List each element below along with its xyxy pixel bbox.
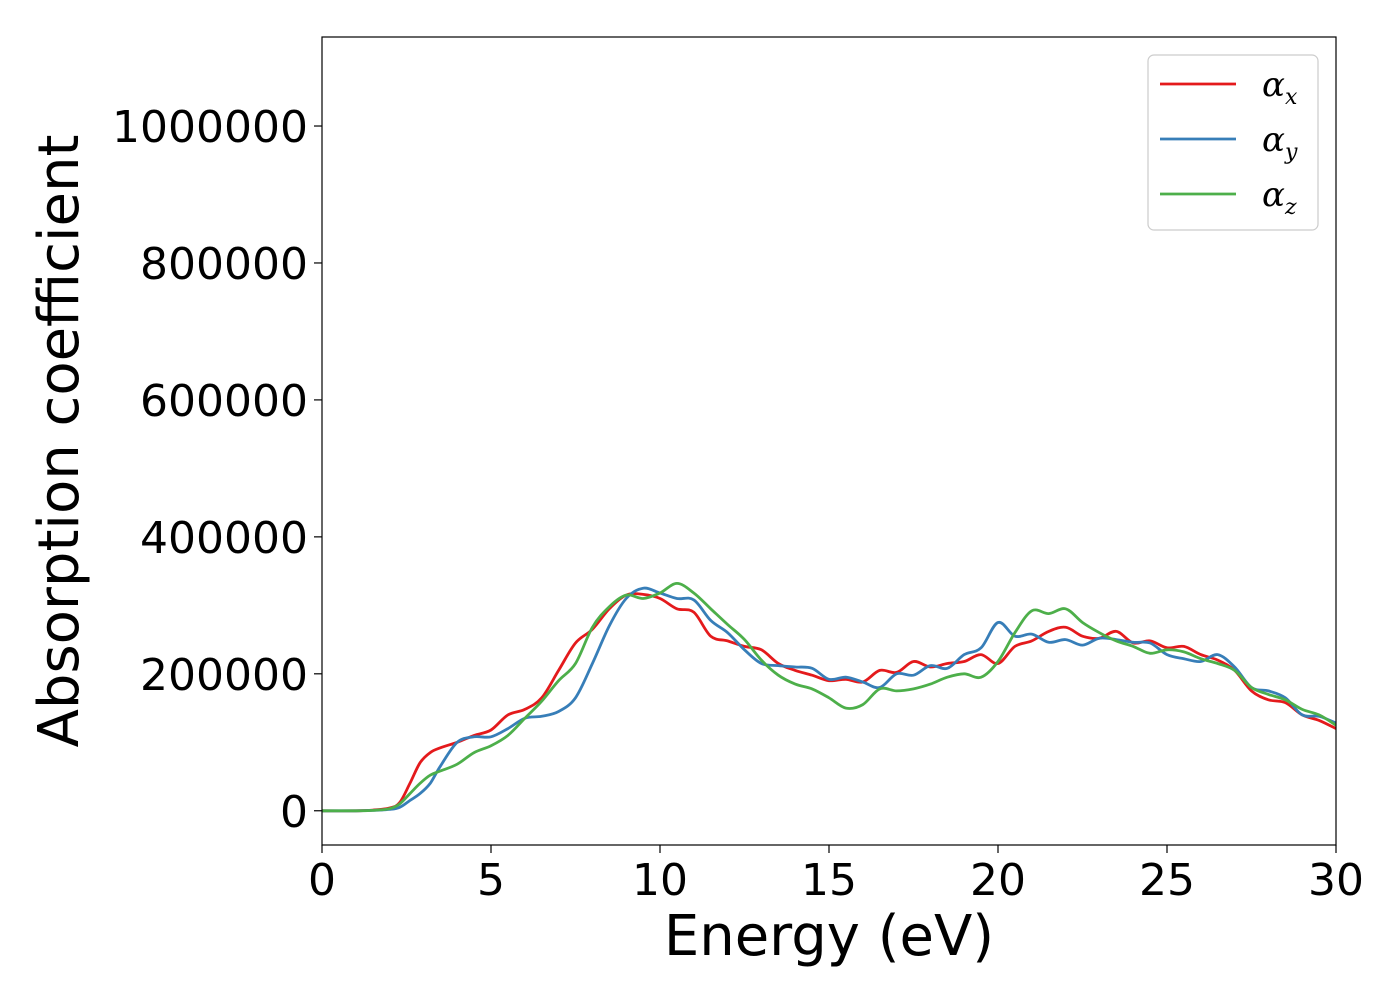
x-axis-ticks: 0 5 10 15 20 25 30 xyxy=(308,845,1364,906)
y-tick-label: 0 xyxy=(280,787,308,838)
legend-subscript: y xyxy=(1284,140,1298,165)
series-line-z xyxy=(322,582,1336,813)
x-tick-label: 10 xyxy=(632,855,688,906)
legend-subscript: z xyxy=(1284,195,1297,220)
y-tick-label: 200000 xyxy=(140,650,308,701)
series-line-y xyxy=(322,586,1336,813)
legend-label-z: αz xyxy=(1262,175,1297,220)
x-tick-label: 20 xyxy=(970,855,1026,906)
series-layer xyxy=(322,582,1336,813)
y-tick-label: 400000 xyxy=(140,513,308,564)
series-line-x xyxy=(322,592,1336,813)
x-tick-label: 5 xyxy=(477,855,505,906)
x-tick-label: 0 xyxy=(308,855,336,906)
y-axis-label: Absorption coefficient xyxy=(27,135,92,748)
x-axis-label: Energy (eV) xyxy=(664,904,994,969)
y-tick-label: 1000000 xyxy=(112,102,308,153)
y-tick-label: 800000 xyxy=(140,239,308,290)
y-axis-ticks: 0 200000 400000 600000 800000 1000000 xyxy=(112,102,322,838)
legend-subscript: x xyxy=(1285,85,1298,110)
x-tick-label: 30 xyxy=(1308,855,1364,906)
y-tick-label: 600000 xyxy=(140,376,308,427)
legend-box xyxy=(1147,54,1319,231)
x-tick-label: 15 xyxy=(801,855,857,906)
x-tick-label: 25 xyxy=(1139,855,1195,906)
